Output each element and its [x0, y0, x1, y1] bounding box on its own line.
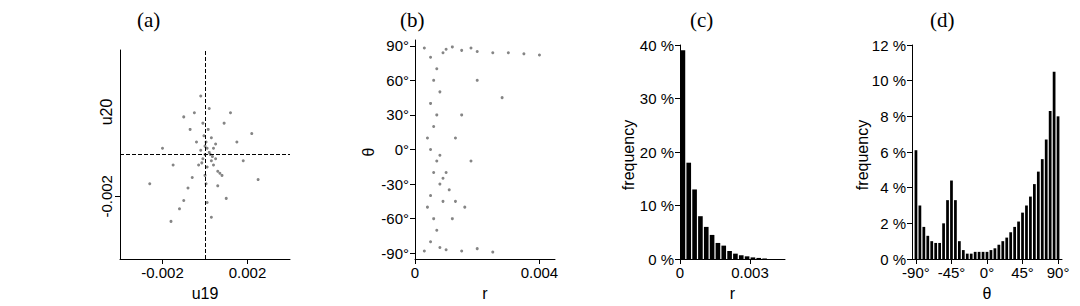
svg-text:-90°: -90° [902, 264, 930, 281]
svg-text:-45°: -45° [938, 264, 966, 281]
svg-text:0°: 0° [980, 264, 994, 281]
svg-text:(a): (a) [137, 8, 160, 32]
svg-text:u19: u19 [192, 285, 219, 302]
svg-text:0: 0 [676, 264, 684, 281]
svg-text:20 %: 20 % [640, 144, 674, 161]
svg-text:-30°: -30° [381, 176, 409, 193]
svg-text:10 %: 10 % [872, 72, 906, 89]
svg-text:r: r [482, 285, 488, 302]
svg-text:10 %: 10 % [640, 197, 674, 214]
svg-text:-0.002: -0.002 [98, 175, 115, 218]
svg-text:8 %: 8 % [880, 108, 906, 125]
svg-text:frequency: frequency [854, 120, 871, 190]
svg-text:frequency: frequency [620, 120, 637, 190]
svg-text:90°: 90° [386, 37, 409, 54]
svg-text:0.004: 0.004 [521, 264, 559, 281]
svg-text:60°: 60° [386, 72, 409, 89]
svg-text:(b): (b) [400, 8, 425, 32]
svg-text:0°: 0° [395, 141, 409, 158]
svg-text:-90°: -90° [381, 245, 409, 262]
svg-text:-60°: -60° [381, 210, 409, 227]
svg-text:0: 0 [411, 264, 419, 281]
svg-text:r: r [730, 285, 736, 302]
svg-text:u20: u20 [98, 99, 115, 126]
svg-text:40 %: 40 % [640, 37, 674, 54]
svg-text:0.003: 0.003 [731, 264, 769, 281]
svg-text:30 %: 30 % [640, 90, 674, 107]
svg-text:30°: 30° [386, 106, 409, 123]
svg-text:-0.002: -0.002 [141, 264, 184, 281]
svg-text:2 %: 2 % [880, 215, 906, 232]
svg-text:θ: θ [983, 285, 992, 302]
svg-text:θ: θ [360, 147, 377, 156]
svg-text:90°: 90° [1047, 264, 1070, 281]
svg-text:0 %: 0 % [880, 250, 906, 268]
svg-text:6 %: 6 % [880, 144, 906, 161]
svg-text:(d): (d) [930, 8, 955, 32]
svg-text:0 %: 0 % [648, 251, 674, 268]
svg-text:4 %: 4 % [880, 179, 906, 196]
svg-text:0.002: 0.002 [229, 264, 267, 281]
svg-text:12 %: 12 % [872, 37, 906, 54]
svg-text:(c): (c) [690, 8, 713, 32]
svg-text:45°: 45° [1011, 264, 1034, 281]
